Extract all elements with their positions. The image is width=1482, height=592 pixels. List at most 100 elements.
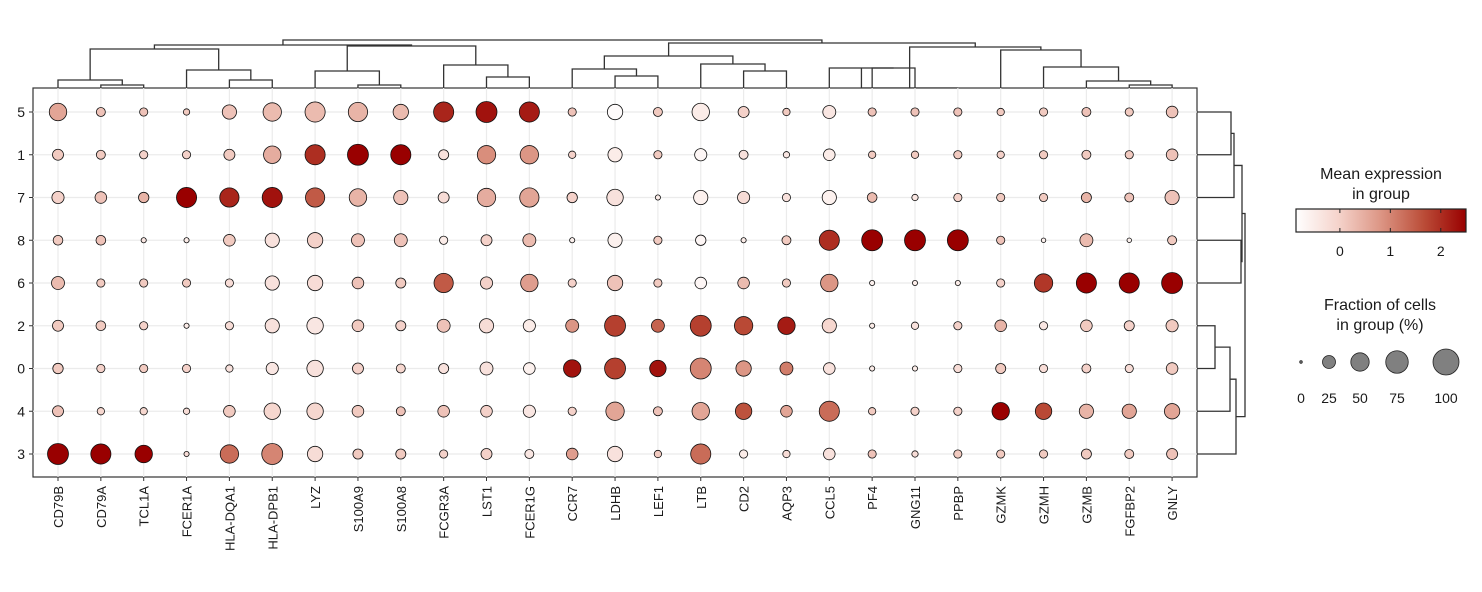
dendrogram-link — [1197, 346, 1231, 412]
dot-gzmh-group-7 — [1039, 192, 1049, 203]
y-tick-label: 1 — [17, 147, 25, 163]
dot-gzmh-group-4 — [1034, 402, 1053, 420]
dot-lst1-group-2 — [478, 318, 495, 334]
dot-pf4-group-4 — [868, 407, 877, 416]
size-legend-title-2: in group (%) — [1336, 317, 1423, 334]
dot-gzmh-group-0 — [1039, 363, 1049, 374]
dot-lst1-group-1 — [476, 145, 497, 165]
dot-fcgr3a-group-2 — [436, 318, 451, 333]
dot-s100a8-group-6 — [395, 277, 407, 289]
dot-lst1-group-4 — [480, 405, 493, 418]
dendrogram-link — [908, 46, 1042, 88]
dot-lst1-group-5 — [475, 101, 498, 123]
dot-cd2-group-3 — [739, 449, 749, 459]
size-legend-swatch — [1385, 350, 1409, 374]
dot-ldhb-group-3 — [606, 445, 624, 463]
dendrogram-link — [282, 39, 823, 45]
x-tick-label: FCER1A — [180, 486, 195, 538]
dot-fgfbp2-group-2 — [1123, 320, 1135, 332]
x-tick-label: GNG11 — [908, 486, 923, 529]
dot-gnly-group-0 — [1165, 362, 1179, 375]
dendrogram-link — [828, 67, 894, 88]
x-tick-label: S100A9 — [351, 486, 366, 532]
dendrogram-link — [346, 45, 477, 71]
dot-hla-dqa1-group-5 — [221, 104, 237, 120]
y-tick-label: 7 — [17, 190, 25, 206]
size-legend: Fraction of cells in group (%) 0 25 50 75 10… — [1297, 297, 1460, 406]
dendrogram-link — [1042, 66, 1120, 88]
dot-s100a8-group-5 — [392, 103, 409, 121]
dot-ccl5-group-7 — [821, 189, 837, 206]
dot-lst1-group-8 — [480, 234, 493, 247]
dot-aqp3-group-4 — [780, 405, 793, 418]
size-legend-swatch — [1350, 352, 1370, 372]
x-tick-label: GZMK — [994, 486, 1009, 524]
dot-fcer1g-group-2 — [522, 319, 536, 333]
dot-lyz-group-1 — [304, 144, 326, 166]
dot-tcl1a-group-8 — [140, 237, 147, 244]
y-tick-label: 4 — [17, 403, 25, 419]
x-tick-label: FCER1G — [522, 486, 537, 539]
x-tick-label: FGFBP2 — [1122, 486, 1137, 537]
colorbar — [1295, 208, 1467, 233]
dot-s100a8-group-1 — [390, 144, 412, 166]
dot-gzmb-group-3 — [1080, 448, 1092, 460]
dot-ldhb-group-5 — [606, 103, 624, 121]
dot-fcer1a-group-3 — [183, 450, 190, 457]
dot-cd79a-group-1 — [95, 149, 106, 160]
dot-hla-dqa1-group-4 — [223, 405, 236, 418]
dot-cd79b-group-8 — [52, 234, 64, 246]
dendrogram-link — [1197, 132, 1235, 199]
dot-lef1-group-5 — [652, 107, 663, 117]
dot-ccr7-group-8 — [569, 237, 576, 244]
size-legend-label: 75 — [1389, 390, 1405, 406]
dot-gzmk-group-6 — [996, 278, 1006, 288]
dot-fcer1g-group-7 — [519, 187, 540, 208]
dot-lyz-group-6 — [307, 274, 324, 292]
dot-lef1-group-8 — [653, 235, 663, 245]
dot-ltb-group-4 — [691, 402, 710, 421]
dot-fcer1a-group-8 — [183, 237, 190, 244]
dot-gzmk-group-1 — [996, 150, 1005, 159]
dot-ccl5-group-1 — [823, 148, 836, 161]
dot-gnly-group-5 — [1165, 105, 1179, 119]
dot-fcer1a-group-6 — [182, 278, 192, 288]
dot-fcgr3a-group-8 — [439, 235, 449, 245]
dot-ldhb-group-2 — [604, 314, 626, 337]
y-tick-label: 6 — [17, 275, 25, 291]
size-legend-swatch — [1299, 360, 1303, 364]
dot-lef1-group-2 — [651, 318, 665, 333]
y-tick-label: 5 — [17, 104, 25, 120]
dendrogram-link — [742, 70, 788, 88]
dot-ldhb-group-6 — [606, 274, 624, 292]
dot-cd79a-group-0 — [96, 363, 106, 374]
dot-lyz-group-7 — [305, 187, 326, 208]
dot-aqp3-group-2 — [777, 316, 796, 335]
dot-gng11-group-2 — [910, 321, 920, 330]
dot-fgfbp2-group-1 — [1124, 150, 1134, 160]
dot-hla-dpb1-group-4 — [263, 402, 281, 420]
dot-fcer1a-group-7 — [176, 187, 198, 208]
dot-tcl1a-group-0 — [139, 363, 149, 374]
dot-lyz-group-3 — [307, 445, 324, 463]
dot-gng11-group-8 — [904, 229, 926, 252]
dot-ccr7-group-2 — [565, 318, 580, 333]
dot-pf4-group-0 — [869, 365, 876, 372]
dot-fcgr3a-group-5 — [433, 101, 455, 123]
dot-ltb-group-0 — [689, 357, 712, 380]
dot-hla-dqa1-group-1 — [223, 148, 236, 161]
dot-tcl1a-group-1 — [139, 150, 149, 160]
dot-ccl5-group-2 — [821, 318, 837, 334]
x-tick-label: LTB — [694, 486, 709, 509]
dot-cd79b-group-6 — [51, 276, 65, 290]
dendrogram-link — [1197, 111, 1232, 156]
dot-hla-dpb1-group-6 — [264, 275, 280, 291]
dot-ccr7-group-7 — [566, 191, 578, 204]
dot-gzmh-group-5 — [1039, 107, 1049, 117]
dot-gnly-group-8 — [1167, 235, 1178, 246]
dot-pf4-group-3 — [867, 449, 877, 459]
dot-lef1-group-7 — [654, 194, 661, 201]
dot-hla-dqa1-group-3 — [219, 444, 239, 464]
dot-cd79a-group-5 — [95, 107, 106, 117]
